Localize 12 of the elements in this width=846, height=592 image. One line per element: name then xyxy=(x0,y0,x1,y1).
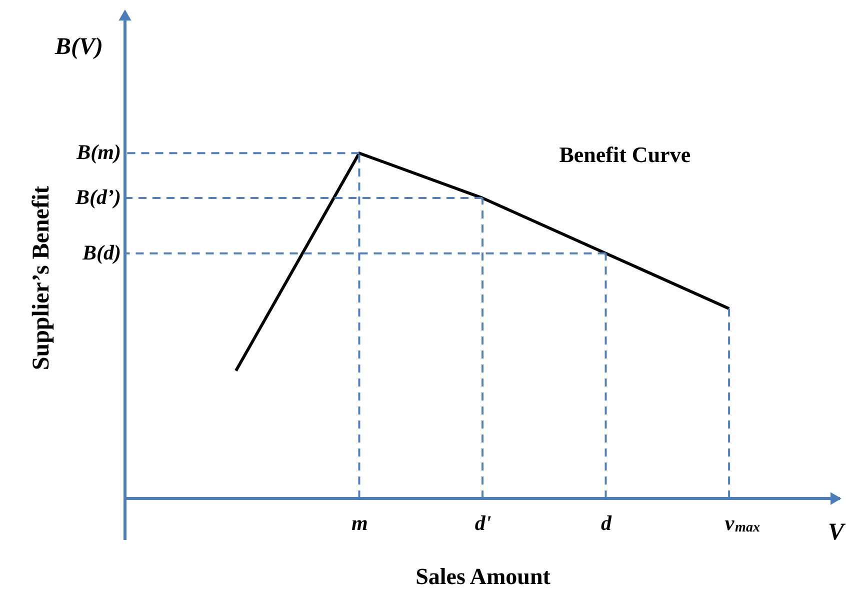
category-label: vmax xyxy=(724,511,760,536)
text: B(V) xyxy=(54,34,103,60)
x-axis-title: Sales Amount xyxy=(416,564,551,590)
ref-line-label: B(m) xyxy=(76,140,121,164)
x-tick-label: m xyxy=(352,511,368,536)
x-tick-label: d' xyxy=(474,511,492,536)
ref-line-label: B(d) xyxy=(82,240,121,264)
ref-line-label: B(d’) xyxy=(74,185,121,210)
y-axis-title: Supplier’s Benefit xyxy=(28,186,54,370)
x-tick-label: d xyxy=(601,511,612,536)
text: V xyxy=(828,520,846,546)
text: Benefit Curve xyxy=(559,142,691,168)
